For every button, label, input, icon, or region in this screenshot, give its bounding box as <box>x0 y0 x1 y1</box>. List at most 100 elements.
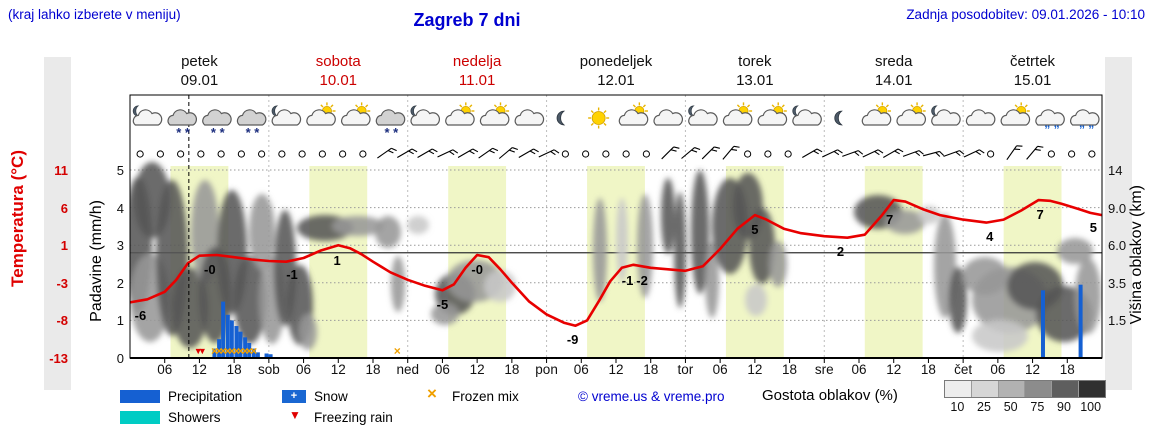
calm-wind-icon <box>197 150 205 158</box>
temperature-annotation: -9 <box>566 331 579 347</box>
cloud-icon <box>1035 109 1065 126</box>
calm-wind-icon <box>1068 150 1076 158</box>
weather-icon-cloud <box>514 109 545 126</box>
frozen-mix-marker: × <box>237 344 244 358</box>
weather-icon-cloud-snow: * * <box>236 109 267 140</box>
temperature-line <box>129 198 1103 328</box>
weather-icon-moon-cloud <box>688 105 718 126</box>
weather-icon-cloud <box>965 109 996 126</box>
cloud-icon <box>445 109 475 126</box>
x-axis-tick: 18 <box>365 362 381 377</box>
frozen-mix-marker: × <box>216 344 223 358</box>
wind-barb-icon <box>722 145 740 160</box>
x-axis-tick: pon <box>535 362 558 377</box>
x-axis-tick: 12 <box>886 362 902 377</box>
wind-barb-icon <box>457 148 479 158</box>
precipitation-tick: 4 <box>116 200 124 216</box>
x-axis-tick: 12 <box>191 362 207 377</box>
x-axis-tick: 18 <box>643 362 659 377</box>
weather-icon-moon-cloud <box>410 105 440 126</box>
snowfall-marks: * * <box>211 125 226 140</box>
weather-icon-sun-cloud <box>722 102 753 126</box>
cloud-density-scale-tick: 100 <box>1080 400 1102 414</box>
snowfall-marks: * * <box>176 125 191 140</box>
moon-icon <box>792 105 799 117</box>
cloud-icon <box>375 109 406 126</box>
frozen-mix-marker: × <box>246 344 253 358</box>
weather-icon-cloud <box>653 109 683 126</box>
calm-wind-icon <box>642 150 650 158</box>
weather-icon-sun-cloud <box>341 102 371 126</box>
x-axis-tick: 06 <box>296 362 312 377</box>
freezing-rain-marker: ▼ <box>194 346 203 356</box>
legend-precipitation-label: Precipitation <box>168 389 243 404</box>
cloud-density-label: Gostota oblakov (%) <box>762 387 898 404</box>
temperature-annotation: -6 <box>134 307 147 323</box>
freezing-rain-icon: ▼ <box>289 408 301 422</box>
day-name: torek <box>738 53 772 70</box>
wind-barb-icon <box>1006 145 1023 161</box>
wind-barb-icon <box>478 147 499 159</box>
left-axis-strip <box>44 57 71 390</box>
legend-frozen-mix-label: Frozen mix <box>452 389 519 404</box>
moon-icon <box>688 105 695 117</box>
calm-wind-icon <box>744 150 752 158</box>
cloud-height-tick: 1.5 <box>1108 313 1127 329</box>
cloud-icon <box>965 109 996 126</box>
x-axis-tick: 06 <box>573 362 589 377</box>
calm-wind-icon <box>217 150 225 158</box>
calm-wind-icon <box>561 150 569 158</box>
day-date: 11.01 <box>458 72 496 89</box>
precipitation-tick: 1 <box>116 313 124 329</box>
cloud-icon <box>479 109 510 126</box>
moon-icon <box>834 110 843 126</box>
wind-barb-icon <box>902 150 924 157</box>
temperature-tick: 1 <box>60 238 68 254</box>
moon-icon <box>271 105 279 117</box>
calm-wind-icon <box>156 150 164 158</box>
x-axis-tick: 06 <box>434 362 450 377</box>
cloud-density-scale-tick: 90 <box>1057 400 1071 414</box>
snowfall-marks: * * <box>384 125 399 140</box>
calm-wind-icon <box>602 150 610 158</box>
wind-barb-icon <box>1026 145 1044 160</box>
legend-showers-label: Showers <box>168 410 221 425</box>
calm-wind-icon <box>1047 150 1055 158</box>
calm-wind-icon <box>622 150 630 158</box>
x-axis-tick: čet <box>954 362 973 377</box>
weather-icon-cloud-snow: * * <box>202 109 232 140</box>
cloud-icon <box>236 109 267 126</box>
location-menu-hint: (kraj lahko izberete v meniju) <box>8 7 181 22</box>
day-header-četrtek: četrtek 15.01 <box>963 52 1102 90</box>
weather-icon-cloud-rain: ” ” <box>1070 109 1100 137</box>
day-header-petek: petek 09.01 <box>130 52 269 90</box>
copyright-link[interactable]: © vreme.us & vreme.pro <box>578 389 725 404</box>
sun-icon <box>588 107 610 129</box>
day-header-ponedeljek: ponedeljek 12.01 <box>547 52 686 90</box>
calm-wind-icon <box>177 150 185 158</box>
weather-icon-sun <box>588 107 610 129</box>
cloud-icon <box>653 109 683 126</box>
x-axis-tick: 06 <box>712 362 728 377</box>
moon-icon <box>132 105 140 117</box>
x-axis-tick: 12 <box>330 362 346 377</box>
cloud-density-scale-tick: 50 <box>1003 400 1018 414</box>
frozen-mix-marker: × <box>228 344 235 358</box>
weather-icon-sun-cloud <box>306 102 336 126</box>
frozen-mix-marker: × <box>242 344 249 358</box>
wind-barb-icon <box>397 148 418 158</box>
page-title: Zagreb 7 dni <box>413 10 521 30</box>
cloud-density-scale <box>944 380 1106 398</box>
cloud-icon <box>167 109 197 126</box>
cloud-icon <box>271 109 302 126</box>
wind-barb-icon <box>701 146 720 160</box>
calm-wind-icon <box>298 150 306 158</box>
x-axis-tick: 18 <box>504 362 520 377</box>
weather-icon-moon-cloud <box>792 105 822 126</box>
wind-barb-icon <box>883 148 904 158</box>
rainfall-marks: ” ” <box>1079 123 1094 137</box>
day-header-torek: torek 13.01 <box>685 52 824 90</box>
calm-wind-icon <box>318 150 326 158</box>
temperature-tick: -13 <box>49 351 68 366</box>
cloud-icon <box>202 109 232 126</box>
